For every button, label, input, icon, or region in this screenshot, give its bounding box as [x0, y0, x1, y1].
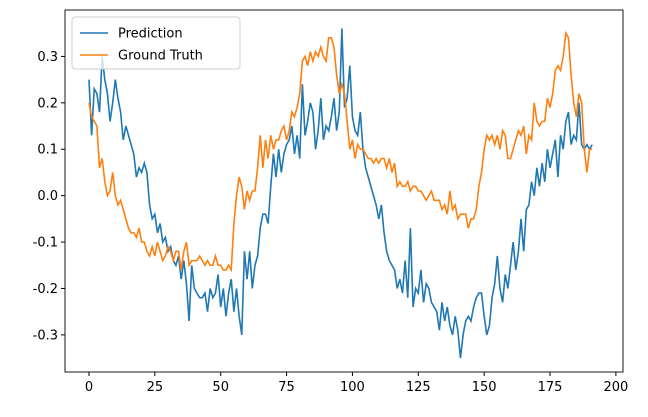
line-series [88, 28, 593, 359]
y-tick-label: 0.3 [37, 50, 58, 65]
y-tick-label: 0.2 [37, 96, 58, 111]
legend-label: Ground Truth [118, 49, 203, 64]
y-tick-label: -0.2 [33, 282, 58, 297]
y-tick-label: -0.1 [33, 236, 58, 251]
x-tick-label: 125 [406, 380, 431, 395]
x-tick-label: 150 [472, 380, 497, 395]
axes-frame [64, 9, 624, 373]
x-tick-label: 25 [147, 380, 164, 395]
legend-box [71, 16, 241, 70]
line-series [88, 30, 593, 273]
x-tick-label: 0 [85, 380, 93, 395]
legend-label: Prediction [118, 27, 183, 42]
y-tick-label: 0.1 [37, 143, 58, 158]
x-tick-label: 75 [278, 380, 295, 395]
x-tick-label: 50 [212, 380, 229, 395]
y-tick-label: 0.0 [37, 189, 58, 204]
x-tick-label: 200 [603, 380, 628, 395]
x-tick-label: 100 [340, 380, 365, 395]
x-tick-label: 175 [538, 380, 563, 395]
y-tick-label: -0.3 [33, 328, 58, 343]
